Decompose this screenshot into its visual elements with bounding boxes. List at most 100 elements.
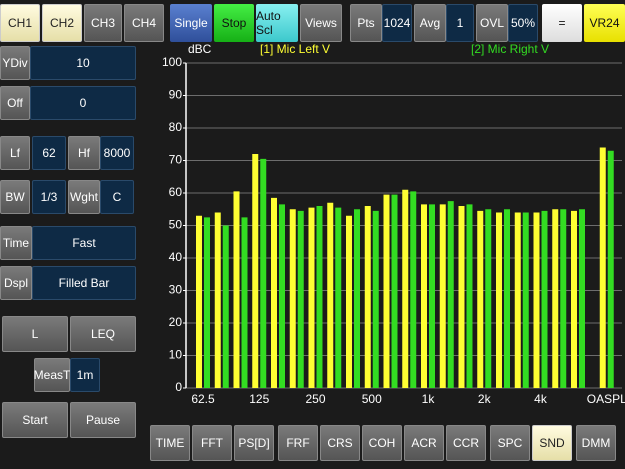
pts-label: Pts — [350, 4, 382, 42]
tab[interactable]: CCR — [446, 425, 486, 461]
bar — [222, 225, 229, 388]
bar — [579, 209, 585, 388]
bar — [514, 212, 521, 388]
y-tick-label: 60 — [169, 185, 183, 199]
bar — [316, 206, 323, 388]
auto-scale[interactable]: Auto Scl — [256, 4, 298, 42]
avg-value[interactable]: 1 — [446, 4, 474, 42]
tab[interactable]: ACR — [404, 425, 444, 461]
x-tick-label: 500 — [362, 392, 382, 406]
bar — [560, 209, 567, 388]
bar — [485, 209, 492, 388]
x-tick-label: 1k — [422, 392, 436, 406]
y-tick-label: 10 — [169, 348, 183, 362]
vr24[interactable]: VR24 — [584, 4, 625, 42]
bar — [354, 209, 360, 388]
l-button[interactable]: L — [2, 316, 68, 352]
ch2[interactable]: CH2 — [42, 4, 82, 42]
x-tick-label: 250 — [305, 392, 325, 406]
ovl-value[interactable]: 50% — [508, 4, 538, 42]
y-tick-label: 20 — [169, 315, 183, 329]
avg-label: Avg — [414, 4, 446, 42]
bar — [599, 147, 606, 388]
bar — [335, 207, 342, 388]
off-label: Off — [0, 86, 30, 120]
bar — [466, 204, 473, 388]
bar — [308, 207, 315, 388]
tab[interactable]: CRS — [320, 425, 360, 461]
single[interactable]: Single — [170, 4, 212, 42]
y-tick-label: 0 — [175, 380, 182, 394]
y-tick-label: 90 — [169, 88, 183, 102]
tab[interactable]: FRF — [278, 425, 318, 461]
hf-label: Hf — [68, 136, 100, 170]
bar — [477, 210, 484, 388]
bar — [279, 204, 285, 388]
bar — [196, 215, 202, 388]
bar — [372, 210, 379, 388]
time-value[interactable]: Fast — [32, 226, 136, 260]
bar — [346, 215, 352, 388]
legend-entry: [1] Mic Left V — [260, 42, 330, 56]
off-value[interactable]: 0 — [30, 86, 136, 120]
bar — [289, 209, 296, 388]
ydiv-value[interactable]: 10 — [30, 46, 136, 80]
ch3[interactable]: CH3 — [84, 4, 122, 42]
bar — [522, 212, 529, 388]
bar — [410, 191, 417, 388]
tab[interactable]: COH — [362, 425, 402, 461]
hf-value[interactable]: 8000 — [100, 136, 134, 170]
bar — [439, 204, 446, 388]
ovl-label: OVL — [476, 4, 508, 42]
y-tick-label: 30 — [169, 283, 183, 297]
tab[interactable]: FFT — [192, 425, 232, 461]
bar — [607, 150, 614, 388]
bar — [241, 217, 248, 388]
bar — [421, 204, 427, 388]
pause-button[interactable]: Pause — [70, 402, 136, 438]
bar — [571, 210, 577, 388]
leq-button[interactable]: LEQ — [70, 316, 136, 352]
bw-label: BW — [0, 180, 30, 214]
tab[interactable]: SND — [532, 425, 572, 461]
views[interactable]: Views — [300, 4, 342, 42]
stop[interactable]: Stop — [214, 4, 254, 42]
tab[interactable]: SPC — [490, 425, 530, 461]
bar — [271, 197, 277, 388]
tab[interactable]: PS[D] — [234, 425, 274, 461]
bar — [391, 194, 398, 388]
equals[interactable]: = — [542, 4, 582, 42]
bar — [402, 189, 409, 388]
bar — [252, 154, 259, 388]
bar — [364, 206, 371, 388]
bar — [429, 204, 435, 388]
bar — [458, 206, 465, 388]
tab[interactable]: DMM — [576, 425, 616, 461]
bar — [533, 212, 540, 388]
x-tick-label: 2k — [478, 392, 492, 406]
bw-value[interactable]: 1/3 — [32, 180, 66, 214]
ch4[interactable]: CH4 — [124, 4, 164, 42]
bar — [541, 210, 548, 388]
meast-value[interactable]: 1m — [70, 358, 100, 392]
bar — [204, 217, 210, 388]
x-tick-label: 62.5 — [191, 392, 215, 406]
bar — [327, 202, 334, 388]
dspl-label: Dspl — [0, 266, 32, 300]
y-axis-label: dBC — [188, 42, 212, 56]
y-tick-label: 70 — [169, 153, 183, 167]
lf-label: Lf — [0, 136, 30, 170]
pts-value[interactable]: 1024 — [382, 4, 412, 42]
wght-value[interactable]: C — [100, 180, 134, 214]
lf-value[interactable]: 62 — [32, 136, 66, 170]
tab[interactable]: TIME — [150, 425, 190, 461]
bar — [447, 201, 454, 388]
dspl-value[interactable]: Filled Bar — [32, 266, 136, 300]
ch1[interactable]: CH1 — [0, 4, 40, 42]
y-tick-label: 50 — [169, 218, 183, 232]
bar — [297, 210, 304, 388]
start-button[interactable]: Start — [2, 402, 68, 438]
bar — [383, 194, 390, 388]
y-tick-label: 80 — [169, 120, 183, 134]
